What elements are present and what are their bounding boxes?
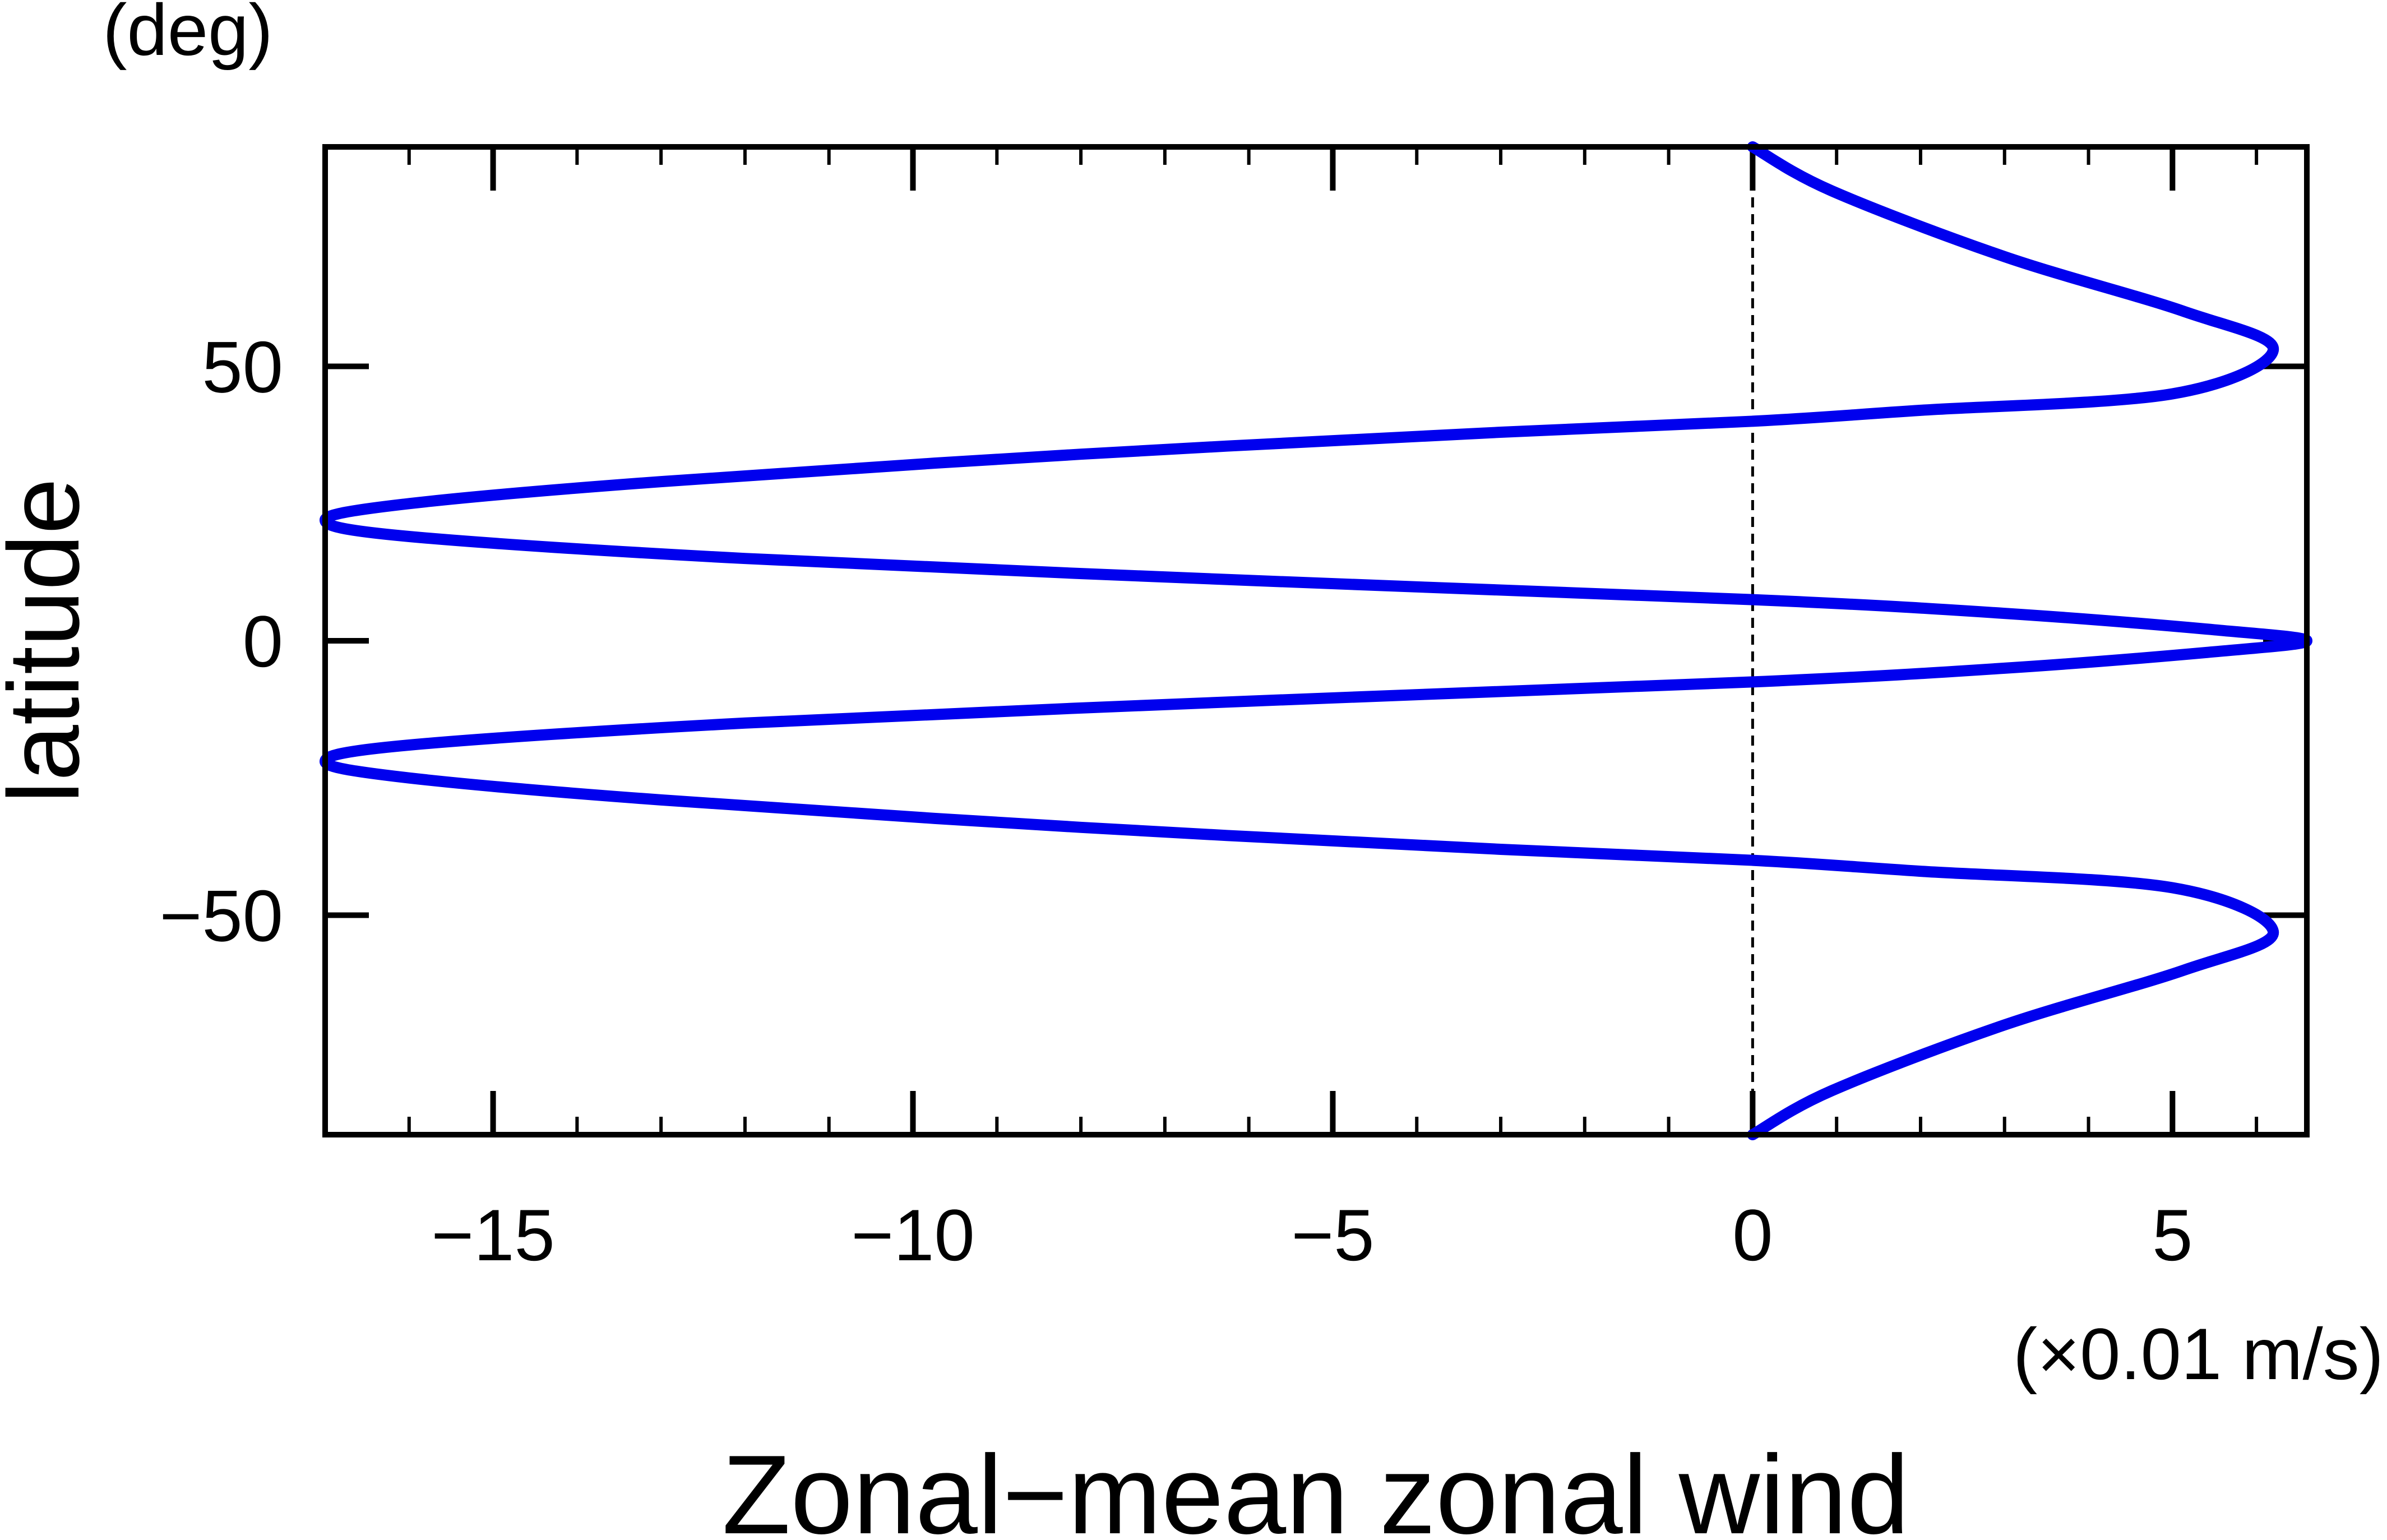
y-tick-labels: 50 0 −50 xyxy=(159,326,283,957)
x-tick-label: 0 xyxy=(1732,1194,1773,1276)
x-tick-label: −10 xyxy=(851,1194,975,1276)
y-tick-label: −50 xyxy=(159,875,283,956)
plot-frame xyxy=(322,144,2310,1137)
x-tick-label: −15 xyxy=(431,1194,555,1276)
y-tick-label: 0 xyxy=(243,600,283,682)
major-ticks xyxy=(325,147,2307,1135)
minor-ticks xyxy=(323,147,2259,1135)
x-axis-label: Zonal−mean zonal wind xyxy=(722,1432,1909,1537)
x-tick-label: −5 xyxy=(1291,1194,1374,1276)
x-unit-label: (×0.01 m/s) xyxy=(2013,1313,2384,1395)
series-line xyxy=(320,141,2312,1140)
y-unit-label: (deg) xyxy=(103,0,272,71)
x-tick-label: 5 xyxy=(2152,1194,2192,1276)
y-axis-label: latitude xyxy=(0,478,100,803)
y-tick-label: 50 xyxy=(202,326,283,408)
x-tick-labels: −15 −10 −5 0 5 xyxy=(431,1194,2192,1276)
